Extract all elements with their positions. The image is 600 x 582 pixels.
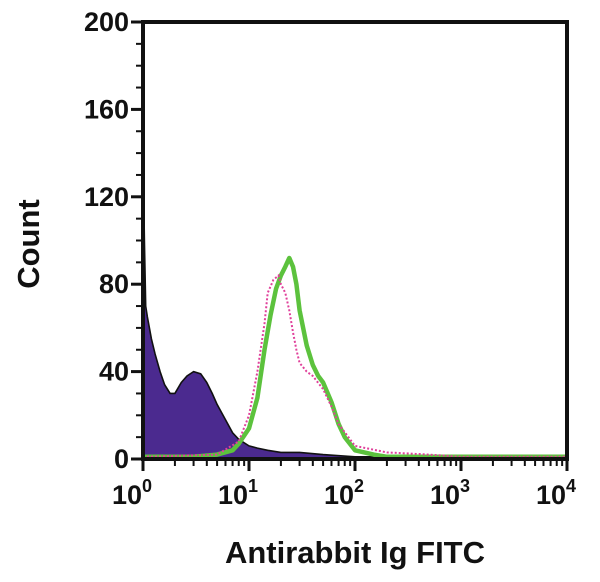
x-tick-exponent: 2 bbox=[354, 476, 364, 496]
x-tick-exponent: 1 bbox=[248, 476, 258, 496]
x-tick-base: 10 bbox=[218, 480, 248, 510]
series-2-line bbox=[142, 273, 567, 458]
y-axis-title: Count bbox=[11, 199, 46, 289]
x-tick-exponent: 3 bbox=[460, 476, 470, 496]
x-tick-base: 10 bbox=[430, 480, 460, 510]
y-tick-label: 0 bbox=[114, 444, 129, 474]
x-tick-label: 104 bbox=[536, 476, 576, 510]
x-axis-title: Antirabbit Ig FITC bbox=[225, 535, 485, 570]
x-tick-base: 10 bbox=[112, 480, 142, 510]
x-tick-label: 100 bbox=[112, 476, 152, 510]
series-0-area bbox=[143, 153, 567, 459]
x-tick-exponent: 0 bbox=[142, 476, 152, 496]
y-tick-label: 200 bbox=[84, 7, 129, 37]
y-tick-label: 40 bbox=[99, 357, 129, 387]
x-tick-label: 102 bbox=[324, 476, 364, 510]
x-tick-label: 101 bbox=[218, 476, 258, 510]
x-tick-label: 103 bbox=[430, 476, 470, 510]
series-0-outline bbox=[142, 153, 568, 460]
x-tick-exponent: 4 bbox=[566, 476, 576, 496]
x-tick-base: 10 bbox=[536, 480, 566, 510]
y-tick-label: 80 bbox=[99, 269, 129, 299]
x-tick-base: 10 bbox=[324, 480, 354, 510]
y-tick-label: 160 bbox=[84, 94, 129, 124]
y-tick-label: 120 bbox=[84, 182, 129, 212]
series-1-line bbox=[143, 255, 567, 460]
